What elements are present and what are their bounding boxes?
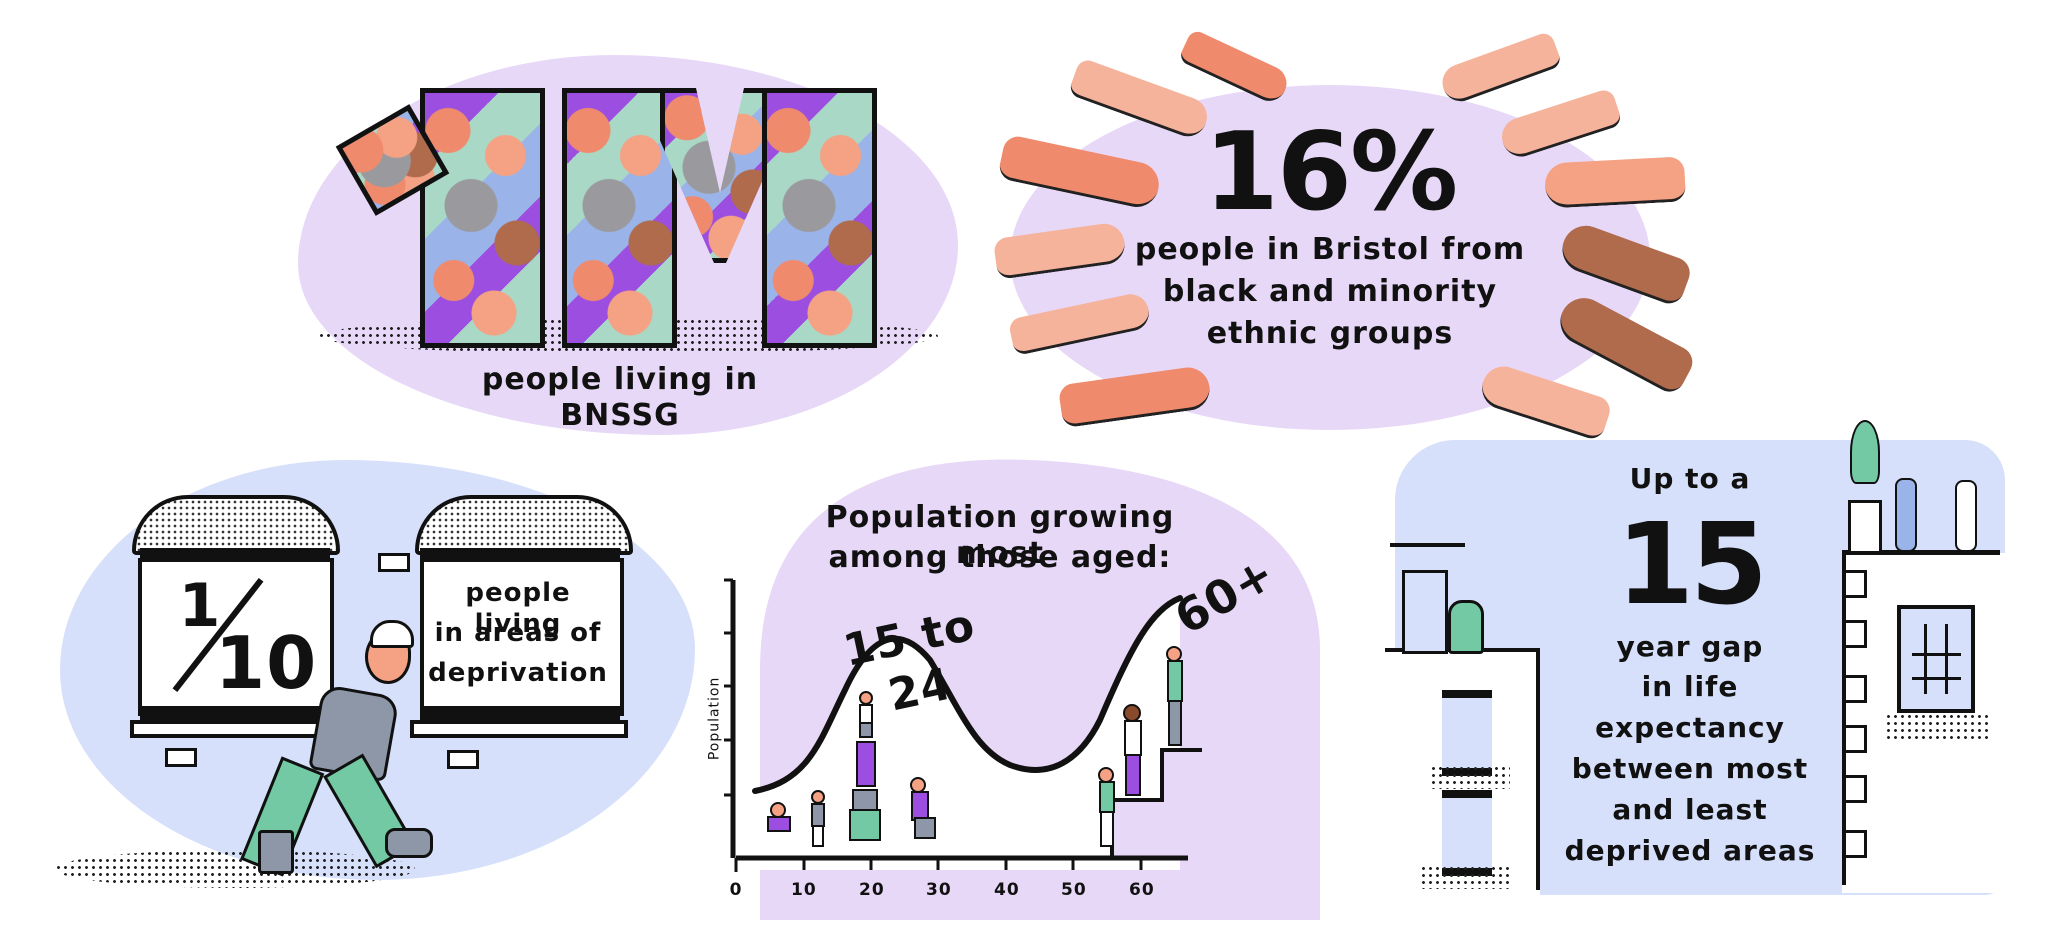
building-ledge (1846, 620, 1867, 648)
deprivation-caption-line-1: people living (465, 578, 571, 640)
chart-ylabel: Population (706, 676, 723, 761)
ethnic-minority-caption-line-2: black and minority (1162, 274, 1498, 309)
plant-icon (1850, 420, 1880, 484)
caption-sign (420, 558, 624, 716)
ethnic-minority-caption-line-3: ethnic groups (1206, 316, 1454, 351)
standing-person-illustration (1955, 480, 1977, 552)
deprivation-caption-line-3: deprivation (428, 658, 608, 688)
stairs (1112, 750, 1202, 860)
building-ledge (1846, 570, 1867, 598)
halftone-shadow (1430, 765, 1510, 789)
letter-m-right-leg (762, 88, 877, 348)
halftone-shadow (1420, 865, 1510, 889)
sign-cap (415, 495, 633, 555)
hand-icon (1057, 364, 1213, 429)
digit-one-crowd-illustration (420, 88, 545, 348)
life-expectancy-caption-line-2: in life (1641, 670, 1739, 703)
life-expectancy-value: 15 (1616, 500, 1768, 630)
chart-title-line-1: Population growing most (825, 500, 1175, 571)
fraction-denominator: 10 (215, 621, 318, 705)
sign-base (410, 720, 628, 738)
x-tick-30: 30 (926, 880, 952, 900)
grand-window (1897, 605, 1975, 713)
plant-pot-illustration (1848, 500, 1882, 554)
sign-bar (140, 706, 330, 720)
people-illustration (767, 646, 1183, 847)
x-tick-20: 20 (859, 880, 885, 900)
sign-bar (420, 706, 620, 720)
ethnic-minority-caption-line-1: people in Bristol from (1134, 232, 1526, 267)
ethnic-minority-percent: 16% (1203, 110, 1459, 235)
brick (165, 748, 197, 767)
building-ledge (1846, 830, 1867, 858)
life-expectancy-prefix: Up to a (1629, 462, 1751, 495)
sign-cap (132, 495, 340, 555)
life-expectancy-caption-line-5: and least (1612, 793, 1768, 826)
life-expectancy-caption-line-1: year gap (1616, 630, 1764, 663)
sign-base (130, 720, 338, 738)
x-tick-40: 40 (994, 880, 1020, 900)
window-stack (1442, 790, 1492, 876)
population-curve (752, 595, 1183, 794)
x-tick-0: 0 (729, 880, 743, 900)
life-expectancy-caption-line-4: between most (1571, 752, 1809, 785)
sitting-person-illustration (1448, 600, 1484, 654)
building-ledge (1846, 775, 1867, 803)
life-expectancy-caption-line-6: deprived areas (1564, 834, 1816, 867)
halftone-shadow (55, 850, 415, 888)
hand-icon (1543, 156, 1687, 209)
population-caption: people living in BNSSG (481, 362, 759, 433)
standing-person-illustration (1895, 478, 1917, 552)
x-tick-50: 50 (1061, 880, 1087, 900)
hand-icon (1437, 30, 1563, 107)
building-ledge (1846, 675, 1867, 703)
halftone-shadow (1885, 713, 1990, 741)
fraction-numerator: 1 (178, 571, 222, 641)
letter-m-left-leg (562, 88, 677, 348)
growth-chart (724, 459, 1320, 920)
building-ledge (1846, 725, 1867, 753)
brick (447, 750, 479, 769)
window-stack (1442, 690, 1492, 776)
door (1402, 570, 1448, 654)
chart-title-line-2: among those aged: (828, 540, 1172, 575)
life-expectancy-caption-line-3: expectancy (1595, 711, 1785, 744)
x-tick-60: 60 (1129, 880, 1155, 900)
brick (378, 553, 410, 572)
x-tick-10: 10 (791, 880, 817, 900)
deprivation-caption-line-2: in areas of (434, 618, 602, 648)
